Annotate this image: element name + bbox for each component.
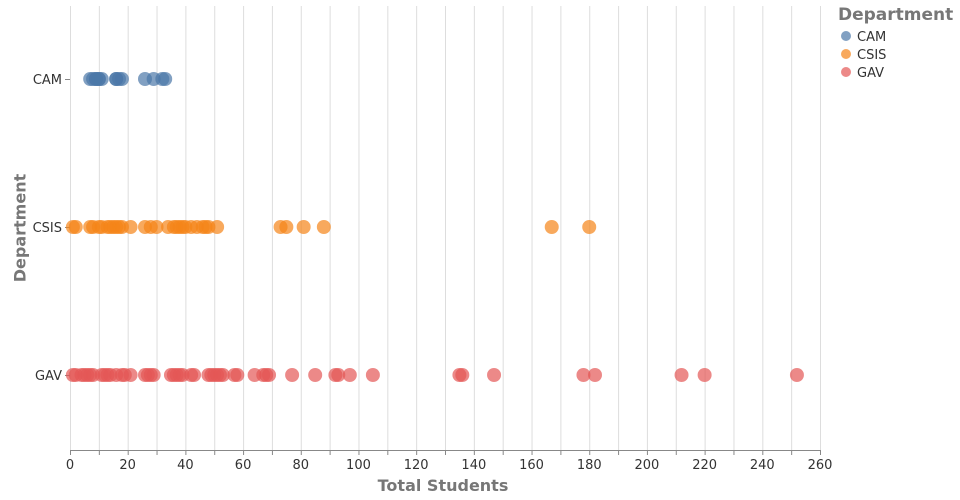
- data-point-cam: [158, 72, 173, 86]
- data-point-gav: [588, 368, 602, 382]
- data-point-csis: [279, 220, 294, 234]
- data-point-gav: [230, 368, 245, 382]
- data-point-gav: [123, 368, 138, 382]
- data-point-csis: [316, 220, 331, 234]
- data-point-gav: [674, 368, 689, 382]
- data-point-gav: [187, 368, 202, 382]
- data-point-gav: [487, 368, 502, 382]
- data-point-csis: [149, 220, 164, 234]
- x-tick-label: 220: [692, 458, 717, 473]
- data-point-gav: [365, 368, 380, 382]
- legend-label-csis: CSIS: [857, 48, 886, 63]
- x-tick-label: 180: [577, 458, 602, 473]
- x-tick-label: 0: [66, 458, 74, 473]
- axes: 0 20 40 60 80 100 120 140 160 180 200 220 240 260 CAM C…: [33, 73, 833, 473]
- data-point-gav: [789, 368, 804, 382]
- x-axis-title: Total Students: [378, 476, 509, 495]
- data-point-gav: [576, 368, 591, 382]
- legend-label-gav: GAV: [857, 66, 884, 81]
- y-tick-label: CSIS: [33, 221, 62, 236]
- data-point-gav: [215, 368, 230, 382]
- x-tick-label: 60: [235, 458, 252, 473]
- y-tick-label: CAM: [33, 73, 62, 88]
- y-tick-label: GAV: [35, 369, 62, 384]
- x-tick-label: 40: [177, 458, 194, 473]
- y-axis-title: Department: [11, 173, 30, 282]
- data-point-gav: [262, 368, 277, 382]
- x-tick-label: 140: [461, 458, 486, 473]
- legend: Department CAM CSIS GAV: [838, 5, 953, 81]
- data-point-gav: [342, 368, 357, 382]
- data-points: [65, 72, 804, 382]
- legend-swatch-cam: [841, 31, 851, 41]
- data-point-csis: [123, 220, 138, 234]
- data-point-gav: [331, 368, 346, 382]
- data-point-csis: [582, 220, 597, 234]
- x-tick-label: 240: [750, 458, 775, 473]
- x-tick-label: 160: [519, 458, 544, 473]
- data-point-gav: [697, 368, 712, 382]
- x-tick-label: 120: [404, 458, 429, 473]
- legend-title: Department: [838, 5, 953, 25]
- x-tick-label: 100: [346, 458, 371, 473]
- legend-swatch-gav: [841, 67, 851, 77]
- data-point-cam: [114, 72, 129, 86]
- x-tick-label: 80: [292, 458, 309, 473]
- data-point-gav: [146, 368, 161, 382]
- legend-swatch-csis: [841, 49, 851, 59]
- legend-label-cam: CAM: [857, 30, 886, 45]
- data-point-gav: [285, 368, 300, 382]
- data-point-csis: [296, 220, 311, 234]
- data-point-cam: [94, 72, 109, 86]
- data-point-gav: [455, 368, 470, 382]
- data-point-csis: [544, 220, 559, 234]
- data-point-gav: [308, 368, 323, 382]
- x-tick-label: 260: [808, 458, 833, 473]
- data-point-csis: [210, 220, 225, 234]
- x-tick-label: 20: [119, 458, 136, 473]
- data-point-csis: [68, 220, 83, 234]
- x-tick-label: 200: [635, 458, 660, 473]
